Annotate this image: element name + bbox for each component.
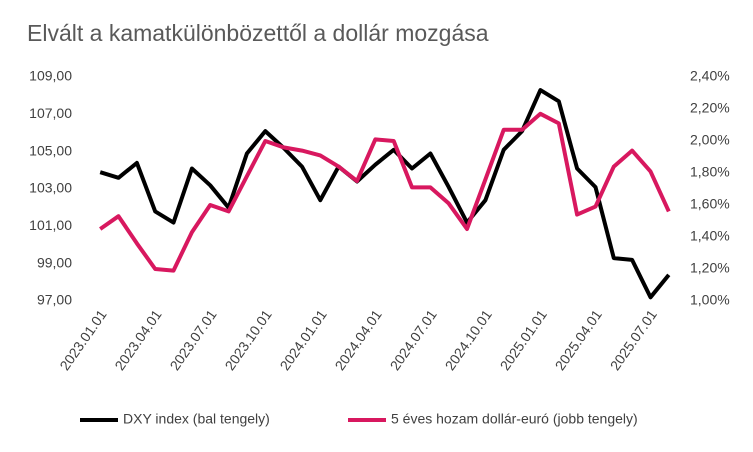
x-tick-label: 2025.07.01 <box>607 307 660 374</box>
y2-tick-label: 1,40% <box>690 228 730 244</box>
legend-label: 5 éves hozam dollár-euró (jobb tengely) <box>391 411 638 427</box>
x-tick-label: 2024.01.01 <box>276 307 329 374</box>
y2-tick-label: 2,40% <box>690 68 730 84</box>
legend-label: DXY index (bal tengely) <box>123 411 270 427</box>
x-tick-label: 2023.01.01 <box>56 307 109 374</box>
y2-tick-label: 1,60% <box>690 196 730 212</box>
x-tick-label: 2024.10.01 <box>442 307 495 374</box>
x-tick-label: 2024.07.01 <box>387 307 440 374</box>
y-tick-label: 97,00 <box>37 292 72 308</box>
x-tick-label: 2024.04.01 <box>332 307 385 374</box>
x-tick-label: 2025.01.01 <box>497 307 550 374</box>
x-tick-label: 2023.04.01 <box>111 307 164 374</box>
y-tick-label: 109,00 <box>29 68 72 84</box>
series-line <box>99 88 671 300</box>
x-tick-label: 2025.04.01 <box>552 307 605 374</box>
series-line <box>99 111 671 273</box>
y-tick-label: 105,00 <box>29 142 72 158</box>
y-tick-label: 103,00 <box>29 180 72 196</box>
chart-title: Elvált a kamatkülönbözettől a dollár moz… <box>27 20 489 46</box>
y-tick-label: 107,00 <box>29 105 72 121</box>
x-tick-label: 2023.10.01 <box>221 307 274 374</box>
x-tick-label: 2023.07.01 <box>166 307 219 374</box>
y2-tick-label: 1,00% <box>690 292 730 308</box>
y2-tick-label: 1,80% <box>690 164 730 180</box>
y-tick-label: 101,00 <box>29 217 72 233</box>
y2-tick-label: 2,20% <box>690 100 730 116</box>
y2-tick-label: 2,00% <box>690 132 730 148</box>
y-tick-label: 99,00 <box>37 254 72 270</box>
y2-tick-label: 1,20% <box>690 260 730 276</box>
